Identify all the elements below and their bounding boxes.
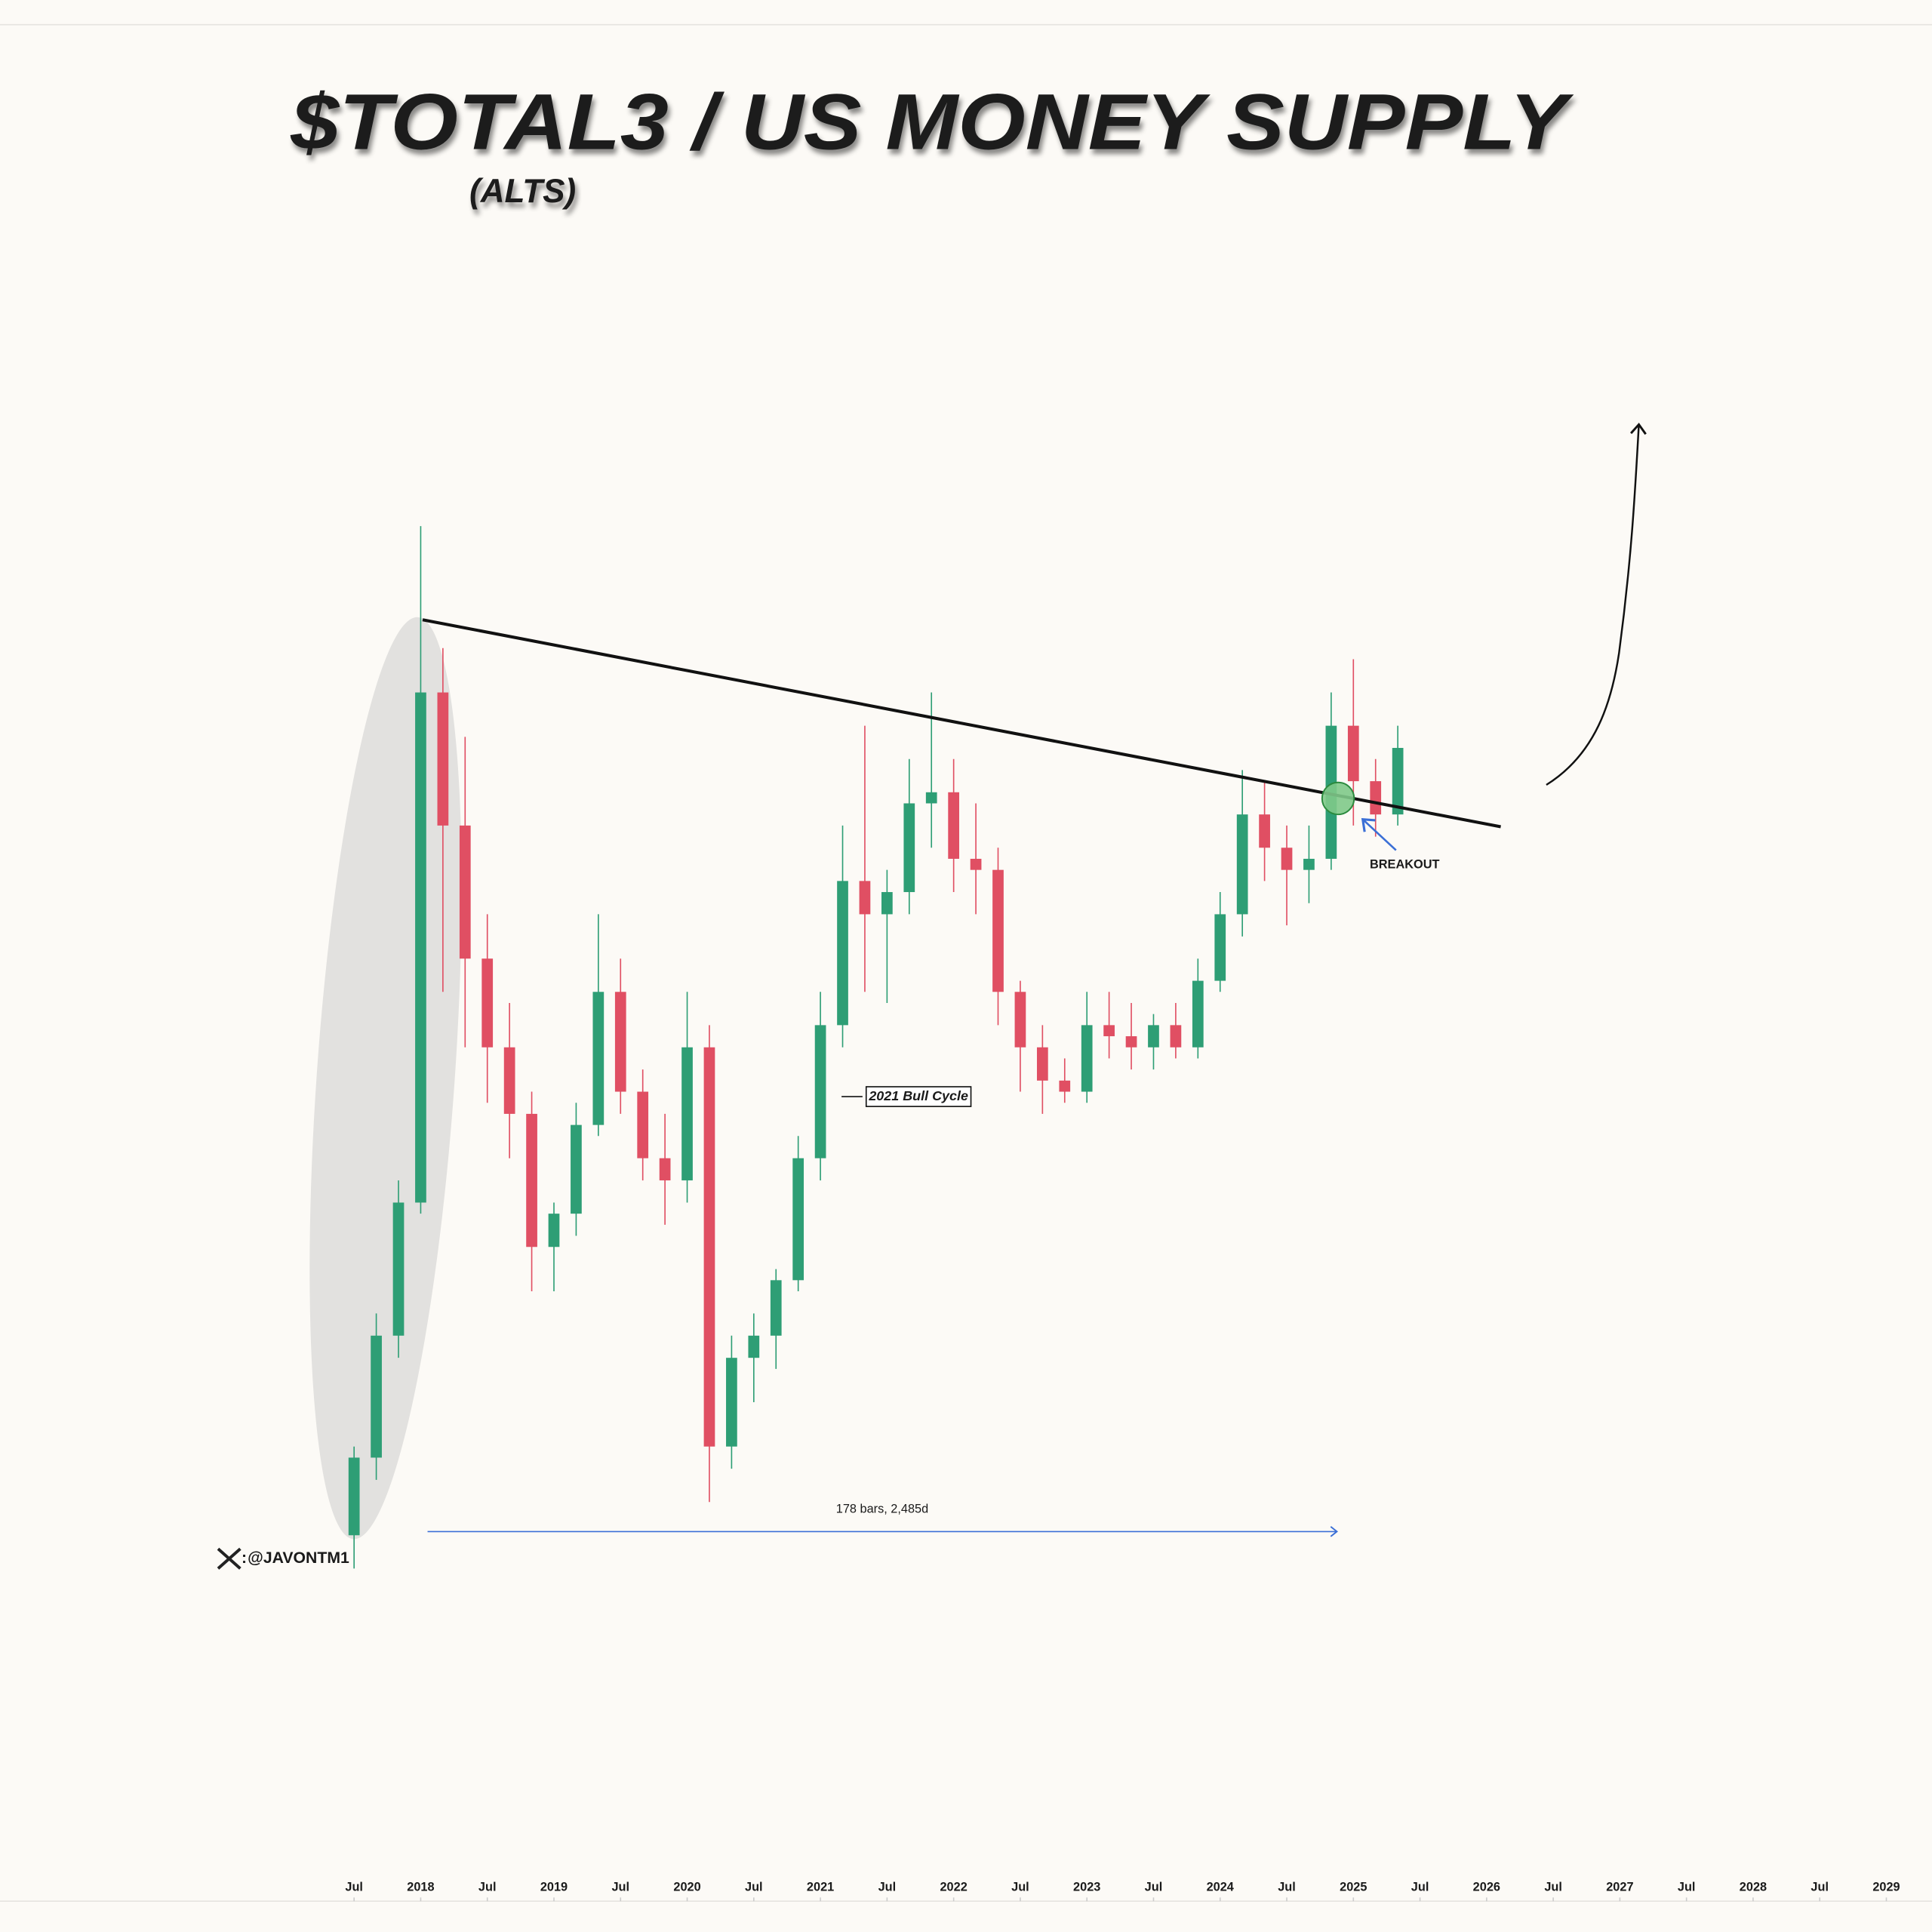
chart-subtitle: (ALTS)	[469, 173, 576, 210]
candle-body	[1392, 748, 1404, 815]
watermark: @JAVONTM1	[248, 1549, 349, 1567]
candle-body	[459, 825, 471, 959]
candle-body	[1103, 1025, 1115, 1037]
x-tick-label: Jul	[878, 1881, 897, 1894]
x-tick-label: Jul	[745, 1881, 763, 1894]
x-tick-label: 2020	[673, 1881, 700, 1894]
candle-body	[348, 1457, 360, 1536]
candle-body	[371, 1335, 382, 1458]
candle-body	[548, 1214, 560, 1247]
candles	[348, 526, 1404, 1569]
candle-body	[592, 992, 605, 1125]
candle-body	[992, 869, 1004, 992]
candle-body	[571, 1124, 582, 1214]
candle-body	[948, 792, 960, 859]
candle-body	[1370, 781, 1382, 815]
x-tick-label: 2024	[1207, 1881, 1234, 1894]
x-tick-label: 2029	[1872, 1881, 1900, 1894]
x-tick-label: 2018	[407, 1881, 434, 1894]
candle-body	[614, 992, 626, 1092]
x-tick-label: Jul	[1411, 1881, 1429, 1894]
candle-body	[415, 692, 426, 1203]
candle-body	[726, 1358, 737, 1447]
candle-body	[481, 958, 494, 1048]
x-tick-label: 2022	[940, 1881, 967, 1894]
candle-body	[1259, 814, 1270, 848]
candle-body	[1192, 980, 1204, 1048]
breakout-arrow	[1361, 818, 1397, 851]
x-tick-label: 2026	[1473, 1881, 1500, 1894]
candle-body	[526, 1113, 537, 1247]
annotation-box	[865, 1086, 972, 1107]
measure-label: 178 bars, 2,485d	[836, 1502, 928, 1515]
candle-body	[1148, 1025, 1159, 1048]
candle-body	[1125, 1036, 1137, 1048]
candle-body	[881, 892, 893, 915]
x-tick-label: Jul	[1145, 1881, 1163, 1894]
candle-body	[748, 1335, 760, 1358]
candle-body	[1014, 992, 1026, 1048]
candle-body	[792, 1158, 804, 1281]
x-tick-label: Jul	[1810, 1881, 1829, 1894]
candle-body	[659, 1158, 671, 1181]
x-tick-label: 2025	[1340, 1881, 1367, 1894]
x-tick-label: Jul	[611, 1881, 629, 1894]
x-tick-label: Jul	[1278, 1881, 1296, 1894]
candle-body	[392, 1202, 405, 1336]
candle-body	[1281, 848, 1293, 870]
x-axis: Jul 2018 Jul 2019 Jul 2020 Jul 2021 Jul 2022 Jul 20…	[345, 1881, 1900, 1902]
x-tick-label: Jul	[1011, 1881, 1029, 1894]
breakout-marker	[1321, 781, 1355, 816]
chart-title: $TOTAL3 / US MONEY SUPPLY	[290, 78, 1574, 166]
trendline	[422, 618, 1501, 829]
candle-body	[1059, 1080, 1071, 1092]
candle-body	[770, 1280, 782, 1336]
candle-body	[1347, 725, 1359, 782]
x-logo-mark	[217, 1547, 242, 1570]
candle-body	[859, 881, 871, 915]
projection-arrow	[1546, 423, 1647, 786]
x-tick-label: Jul	[1544, 1881, 1562, 1894]
candle-body	[681, 1047, 693, 1181]
candle-body	[1214, 914, 1226, 981]
candle-body	[1170, 1025, 1182, 1048]
candle-body	[903, 803, 915, 893]
annotation-label: 2021 Bull Cycle	[868, 1088, 968, 1103]
breakout-label: BREAKOUT	[1370, 857, 1439, 871]
x-tick-label: 2021	[807, 1881, 834, 1894]
x-logo: :	[217, 1547, 247, 1570]
candle-body	[1303, 858, 1315, 870]
x-tick-label: 2027	[1606, 1881, 1633, 1894]
candle-body	[703, 1047, 715, 1447]
x-tick-label: 2019	[540, 1881, 568, 1894]
x-tick-label: Jul	[345, 1881, 363, 1894]
x-tick-label: 2028	[1740, 1881, 1767, 1894]
candle-body	[925, 792, 937, 804]
candle-body	[837, 881, 848, 1026]
candle-body	[1036, 1047, 1048, 1081]
x-tick-label: 2023	[1073, 1881, 1100, 1894]
candle-body	[814, 1025, 826, 1158]
x-logo-colon: :	[242, 1549, 247, 1567]
x-tick-label: Jul	[478, 1881, 497, 1894]
candle-body	[637, 1091, 649, 1158]
candle-body	[437, 692, 449, 826]
candle-body	[1081, 1025, 1093, 1092]
x-tick-label: Jul	[1678, 1881, 1696, 1894]
candle-body	[503, 1047, 515, 1114]
candle-body	[1236, 814, 1248, 915]
candle-body	[970, 858, 982, 870]
